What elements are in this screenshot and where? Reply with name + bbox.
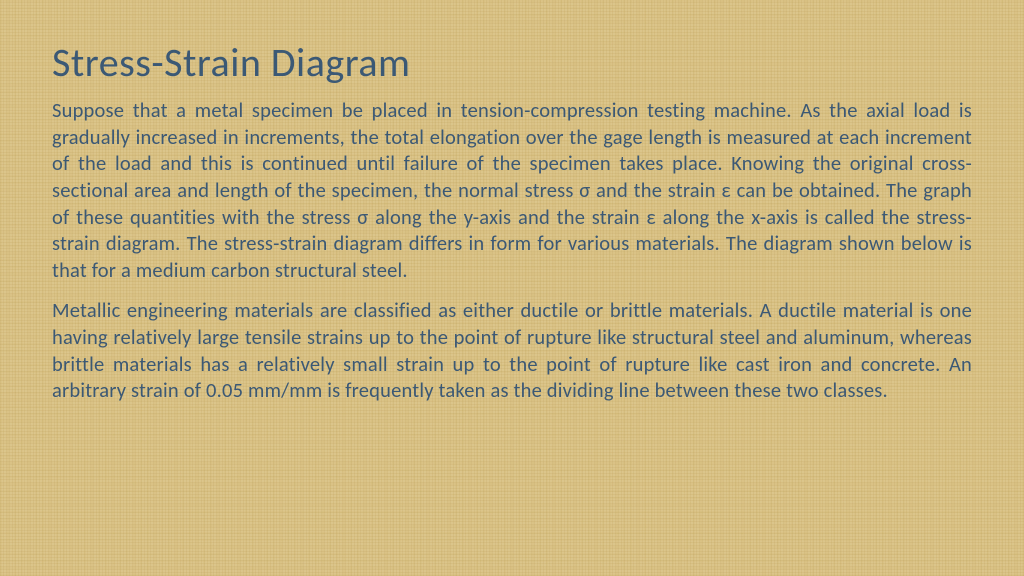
paragraph-1: Suppose that a metal specimen be placed … [52,97,972,283]
paragraph-2: Metallic engineering materials are class… [52,297,972,404]
slide-title: Stress-Strain Diagram [52,38,972,87]
slide-container: Stress-Strain Diagram Suppose that a met… [0,0,1024,576]
